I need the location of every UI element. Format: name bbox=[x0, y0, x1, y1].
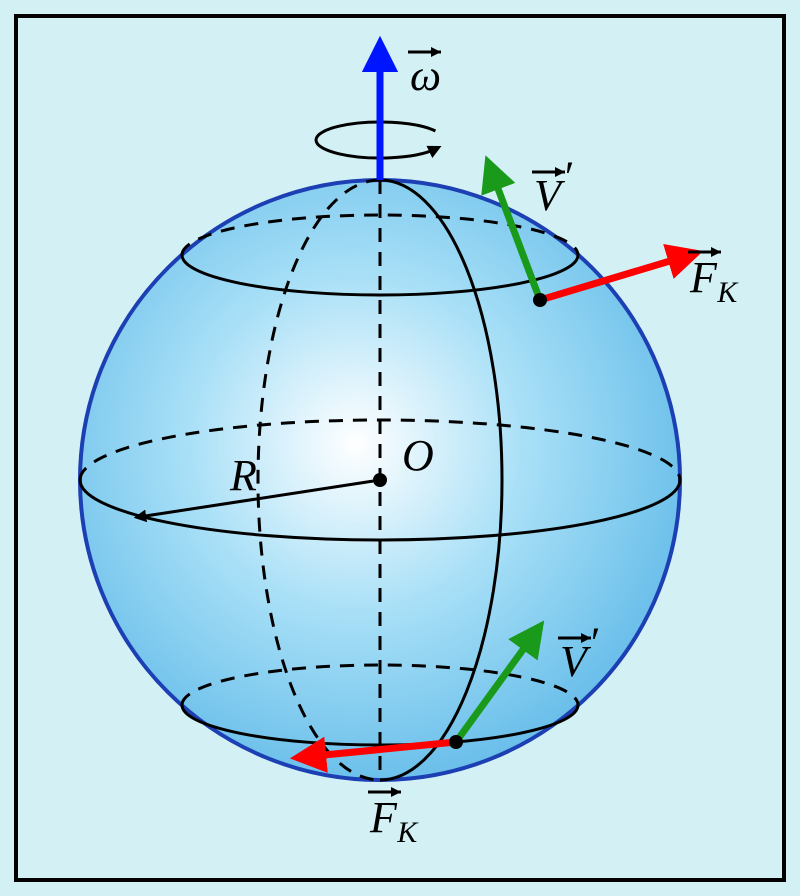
svg-text:′: ′ bbox=[562, 153, 573, 202]
svg-text:ω: ω bbox=[410, 51, 441, 100]
svg-text:K: K bbox=[396, 816, 419, 849]
coriolis-sphere-diagram: ωORV′V′FKFK bbox=[0, 0, 800, 896]
north-point bbox=[533, 293, 547, 307]
svg-text:O: O bbox=[402, 431, 434, 480]
center-point bbox=[373, 473, 387, 487]
svg-text:′: ′ bbox=[588, 619, 599, 668]
svg-text:F: F bbox=[689, 253, 718, 302]
south-point bbox=[449, 735, 463, 749]
svg-text:K: K bbox=[716, 276, 739, 309]
svg-text:F: F bbox=[369, 793, 398, 842]
svg-text:R: R bbox=[229, 451, 257, 500]
